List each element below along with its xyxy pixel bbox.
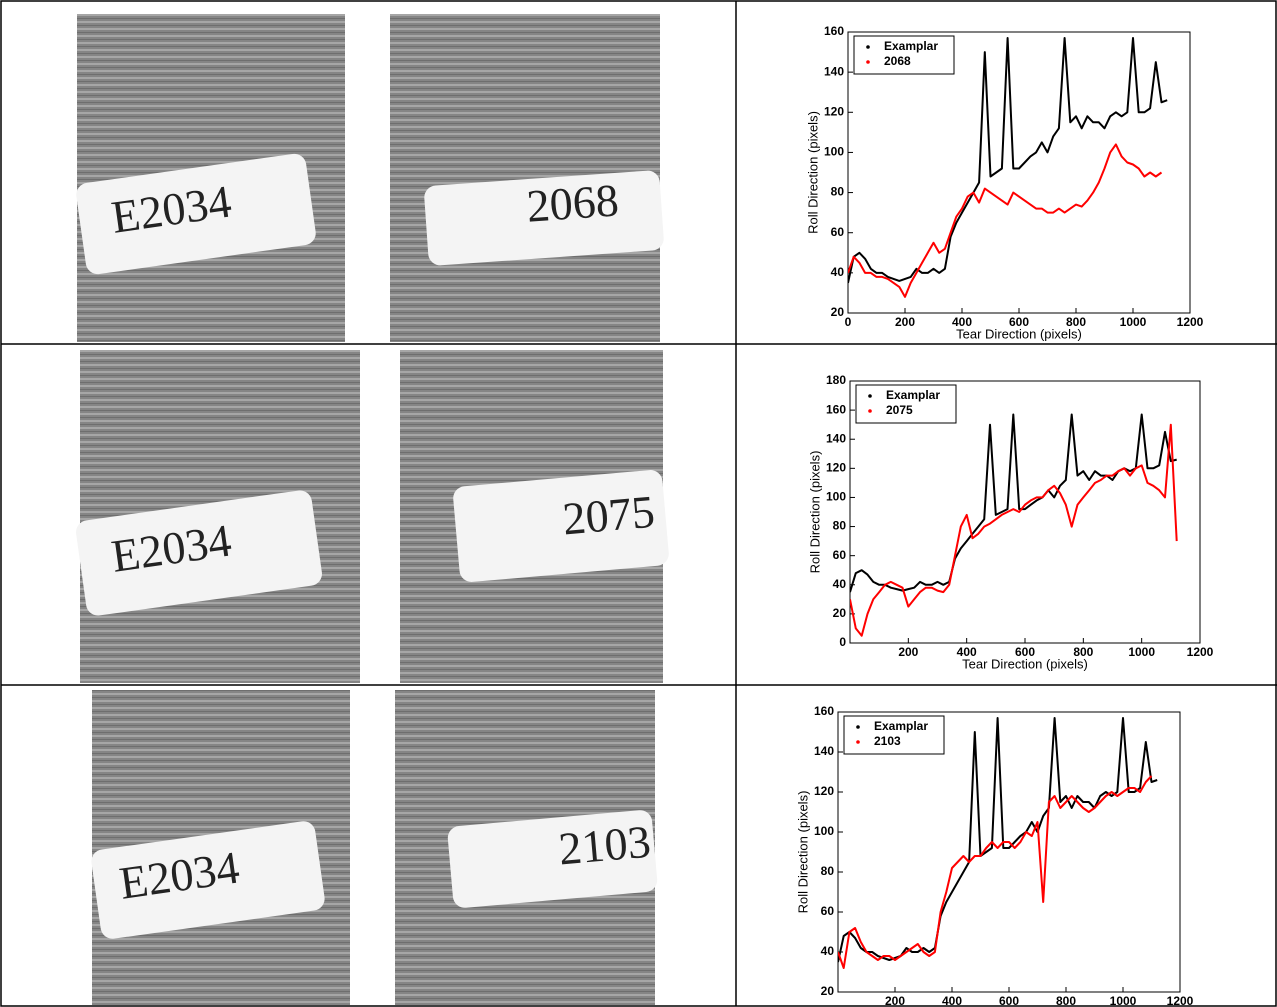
y-tick-label: 140 (814, 744, 834, 758)
label-text: 2068 (525, 174, 620, 231)
y-tick-label: 180 (826, 373, 846, 387)
label-sticker (453, 470, 669, 582)
plot-area (849, 380, 1201, 644)
x-axis-title: Tear Direction (pixels) (956, 326, 1082, 341)
y-tick-label: 120 (826, 461, 846, 475)
x-tick-label: 1000 (1120, 315, 1147, 329)
x-tick-label: 800 (1066, 315, 1086, 329)
legend-box (855, 384, 957, 424)
x-tick-label: 600 (1009, 315, 1029, 329)
y-tick-label: 80 (833, 519, 847, 533)
x-tick-label: 200 (898, 645, 918, 659)
legend-marker (868, 394, 872, 398)
y-tick-label: 140 (826, 431, 846, 445)
legend-label: Examplar (886, 388, 940, 402)
x-tick-label: 200 (885, 994, 905, 1007)
photo: E2034 2103 (91, 690, 658, 1005)
legend-marker (856, 725, 860, 729)
y-tick-label: 60 (831, 225, 845, 239)
x-tick-label: 400 (952, 315, 972, 329)
legend-label: 2075 (886, 403, 913, 417)
x-tick-label: 1000 (1110, 994, 1137, 1007)
photo: E2034 2068 (76, 14, 664, 342)
legend-marker (866, 45, 870, 49)
y-axis-title: Roll Direction (pixels) (805, 111, 820, 234)
y-tick-label: 100 (826, 490, 846, 504)
x-tick-label: 1200 (1167, 994, 1194, 1007)
legend-label: Examplar (874, 719, 928, 733)
chart: 0 200 400 600 800 1000 1200 20 40 60 80 100 120 140 16… (805, 24, 1203, 341)
legend-box (853, 35, 955, 75)
plot-area (847, 31, 1191, 314)
legend-marker (866, 60, 870, 64)
plot-lines (850, 413, 1178, 637)
label-sticker (91, 821, 325, 939)
x-tick-label: 600 (1015, 645, 1035, 659)
y-axis-title: Roll Direction (pixels) (795, 791, 810, 914)
y-tick-label: 140 (824, 64, 844, 78)
label-text: 2075 (561, 486, 657, 545)
photo: E2034 2075 (76, 350, 669, 683)
x-tick-label: 400 (942, 994, 962, 1007)
x-tick-label: 0 (845, 315, 852, 329)
x-tick-label: 800 (1073, 645, 1093, 659)
y-tick-label: 20 (833, 606, 847, 620)
series-line (850, 423, 1178, 637)
x-tick-label: 400 (957, 645, 977, 659)
x-tick-label: 1000 (1128, 645, 1155, 659)
legend-label: Examplar (884, 39, 938, 53)
label-sticker (76, 490, 322, 616)
chart: 200 400 600 800 1000 1200 20 40 60 80 100 120 140 160… (795, 704, 1193, 1007)
series-line (838, 775, 1153, 969)
y-tick-label: 40 (833, 577, 847, 591)
x-tick-label: 1200 (1187, 645, 1214, 659)
y-tick-label: 60 (821, 904, 835, 918)
legend-marker (868, 409, 872, 413)
x-tick-label: 1200 (1177, 315, 1204, 329)
label-sticker (447, 810, 658, 908)
legend-label: 2068 (884, 54, 911, 68)
y-tick-label: 20 (821, 984, 835, 998)
label-sticker (76, 153, 316, 275)
plot-lines (848, 37, 1168, 298)
y-tick-label: 120 (814, 784, 834, 798)
x-tick-label: 800 (1056, 994, 1076, 1007)
y-tick-label: 100 (814, 824, 834, 838)
y-tick-label: 80 (831, 185, 845, 199)
y-tick-label: 80 (821, 864, 835, 878)
series-line (848, 37, 1168, 284)
series-line (848, 143, 1163, 298)
x-axis-title: Tear Direction (pixels) (946, 1005, 1072, 1007)
y-tick-label: 160 (814, 704, 834, 718)
y-tick-label: 20 (831, 305, 845, 319)
plot-lines (838, 717, 1158, 969)
x-tick-label: 200 (895, 315, 915, 329)
legend-box (843, 715, 945, 755)
y-tick-label: 60 (833, 548, 847, 562)
y-tick-label: 120 (824, 104, 844, 118)
y-axis-title: Roll Direction (pixels) (807, 451, 822, 574)
label-text: 2103 (557, 816, 653, 875)
y-tick-label: 40 (831, 265, 845, 279)
plot-area (837, 711, 1181, 993)
label-sticker (424, 170, 664, 266)
y-tick-label: 160 (824, 24, 844, 38)
x-axis-title: Tear Direction (pixels) (962, 656, 1088, 671)
y-tick-label: 40 (821, 944, 835, 958)
series-line (838, 717, 1158, 963)
x-tick-label: 600 (999, 994, 1019, 1007)
y-tick-label: 100 (824, 145, 844, 159)
legend-marker (856, 740, 860, 744)
y-tick-label: 0 (839, 635, 846, 649)
y-tick-label: 160 (826, 402, 846, 416)
legend-label: 2103 (874, 734, 901, 748)
chart: 200 400 600 800 1000 1200 0 20 40 60 80 100 120 140 16… (807, 373, 1213, 671)
